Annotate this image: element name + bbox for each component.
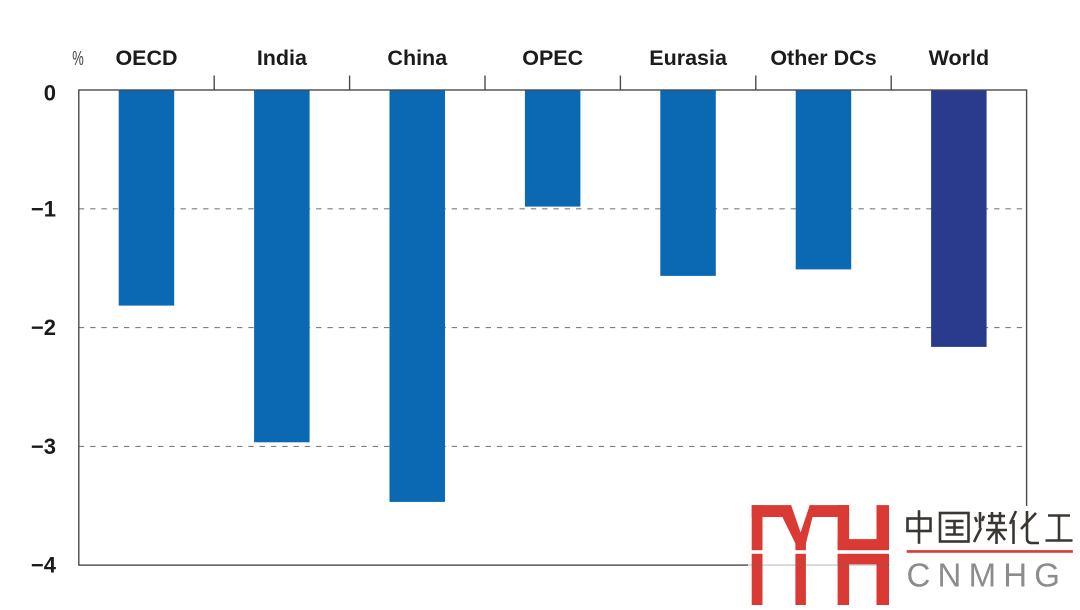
svg-text:0: 0 xyxy=(44,80,56,105)
svg-text:%: % xyxy=(72,48,84,70)
svg-text:−1: −1 xyxy=(31,196,56,221)
svg-text:Eurasia: Eurasia xyxy=(649,46,728,70)
svg-text:−3: −3 xyxy=(31,434,56,459)
svg-text:World: World xyxy=(929,46,990,70)
svg-text:−2: −2 xyxy=(31,315,56,340)
svg-text:Other DCs: Other DCs xyxy=(770,46,876,70)
svg-text:India: India xyxy=(257,46,308,70)
svg-text:China: China xyxy=(387,46,448,70)
svg-text:OPEC: OPEC xyxy=(522,46,583,70)
svg-text:OECD: OECD xyxy=(115,46,177,70)
svg-text:−4: −4 xyxy=(31,553,57,578)
svg-text:CNMHG: CNMHG xyxy=(907,557,1068,594)
